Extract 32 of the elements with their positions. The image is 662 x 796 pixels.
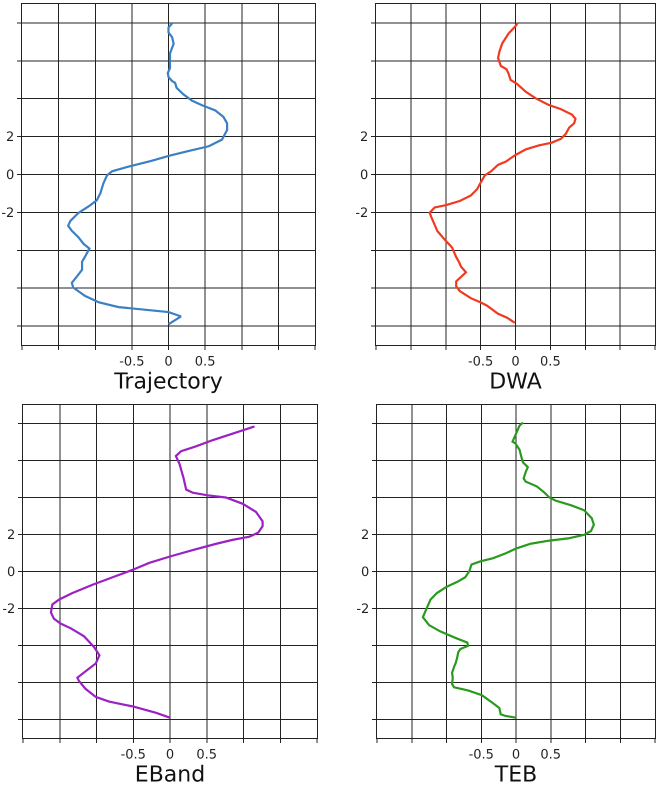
x-tick-label: 0 (511, 354, 520, 370)
y-tick-label: 0 (7, 565, 16, 580)
x-tick-label: 0 (164, 354, 173, 370)
x-tick-label: -0.5 (119, 354, 145, 370)
x-tick-label: 0.5 (194, 354, 216, 370)
x-axis-title: Trajectory (113, 370, 223, 395)
line-series (422, 421, 595, 719)
y-tick-label: 2 (7, 528, 16, 544)
line-series (50, 425, 264, 719)
line-series (428, 22, 577, 324)
x-tick-label: 0 (166, 748, 174, 763)
y-tick-label: 0 (6, 168, 14, 184)
x-tick-label: 0.5 (540, 354, 561, 370)
x-axis-title: DWA (489, 370, 542, 395)
y-tick-label: 0 (361, 565, 370, 580)
x-tick-label: 0.5 (540, 748, 562, 763)
x-tick-label: 0.5 (196, 748, 218, 763)
y-tick-label: 2 (361, 528, 370, 544)
y-tick-label: -2 (356, 602, 370, 618)
y-tick-label: -2 (1, 206, 14, 221)
y-tick-label: -2 (355, 206, 368, 221)
x-tick-label: -0.5 (468, 354, 494, 370)
y-tick-label: -2 (2, 602, 16, 618)
x-tick-label: 0 (512, 748, 520, 763)
y-tick-label: 2 (360, 130, 368, 146)
x-tick-label: -0.5 (468, 748, 494, 763)
y-tick-label: 2 (6, 130, 14, 146)
y-tick-label: 0 (360, 168, 368, 184)
line-series (67, 22, 228, 326)
x-axis-title: TEB (494, 762, 538, 788)
x-tick-label: -0.5 (120, 748, 146, 763)
x-axis-title: EBand (134, 762, 206, 788)
